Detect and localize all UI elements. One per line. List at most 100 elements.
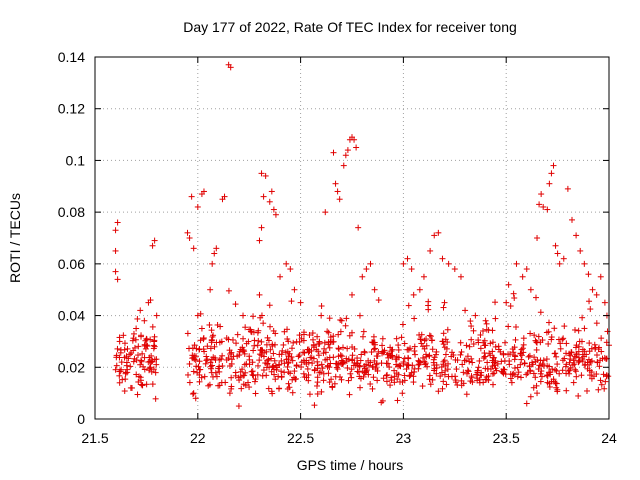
data-point [452,356,459,363]
data-point [278,374,285,381]
data-point [568,216,575,223]
data-point [358,351,365,358]
data-point [598,335,605,342]
data-point [589,286,596,293]
data-point [441,344,448,351]
data-point [246,326,253,333]
data-point [429,376,436,383]
data-point [380,349,387,356]
data-point [344,147,351,154]
data-point [112,227,119,234]
data-point [518,356,525,363]
data-point [298,363,305,370]
data-point [529,359,536,366]
data-point [546,383,553,390]
data-point [186,360,193,367]
data-point [470,340,477,347]
data-point [269,343,276,350]
data-point [322,209,329,216]
data-point [596,344,603,351]
data-point [259,347,266,354]
data-point [433,361,440,368]
data-point [138,332,145,339]
data-point [371,286,378,293]
x-tick-label: 23.5 [493,430,520,446]
data-point [400,359,407,366]
data-point [487,352,494,359]
data-point [545,319,552,326]
data-point [462,307,469,314]
data-point [546,180,553,187]
data-point [219,363,226,370]
data-point [204,343,211,350]
data-point [359,333,366,340]
data-point [526,363,533,370]
data-point [209,333,216,340]
data-point [538,191,545,198]
data-point [354,362,361,369]
data-point [427,333,434,340]
data-point [250,313,257,320]
data-point [472,312,479,319]
data-point [211,343,218,350]
data-point [190,390,197,397]
data-point [230,353,237,360]
data-point [578,372,585,379]
data-point [532,294,539,301]
data-point [217,356,224,363]
data-point [339,360,346,367]
data-point [330,354,337,361]
data-point [242,324,249,331]
data-point [208,327,215,334]
data-point [483,374,490,381]
data-point [567,356,574,363]
data-point [527,286,534,293]
data-point [211,250,218,257]
data-point [443,381,450,388]
data-point [433,370,440,377]
data-point [272,376,279,383]
data-point [327,339,334,346]
data-point [296,352,303,359]
data-point [579,346,586,353]
data-point [141,317,148,324]
data-point [510,349,517,356]
data-point [552,350,559,357]
data-point [305,377,312,384]
data-point [545,340,552,347]
data-point [114,345,121,352]
data-point [184,371,191,378]
data-point [348,374,355,381]
data-point [258,338,265,345]
data-point [534,235,541,241]
data-point [251,342,258,349]
data-point [550,376,557,383]
data-point [232,372,239,379]
data-point [149,381,156,388]
data-point [334,188,341,195]
y-tick-label: 0 [77,411,85,427]
data-point [365,357,372,364]
data-point [453,366,460,373]
data-point [470,327,477,334]
data-point [551,325,558,332]
data-point [489,339,496,346]
data-point [271,357,278,364]
data-point [239,366,246,373]
data-point [537,309,544,316]
data-point [235,403,242,410]
data-point [278,368,285,375]
data-point [344,345,351,352]
data-point [468,374,475,381]
data-point [262,172,269,179]
data-point [258,312,265,319]
data-point [538,373,545,380]
data-point [324,328,331,335]
data-point [232,301,239,308]
data-point [223,335,230,342]
data-point [264,334,271,341]
data-point [399,321,406,328]
data-point [151,356,158,363]
data-point [419,343,426,350]
data-point [208,369,215,376]
